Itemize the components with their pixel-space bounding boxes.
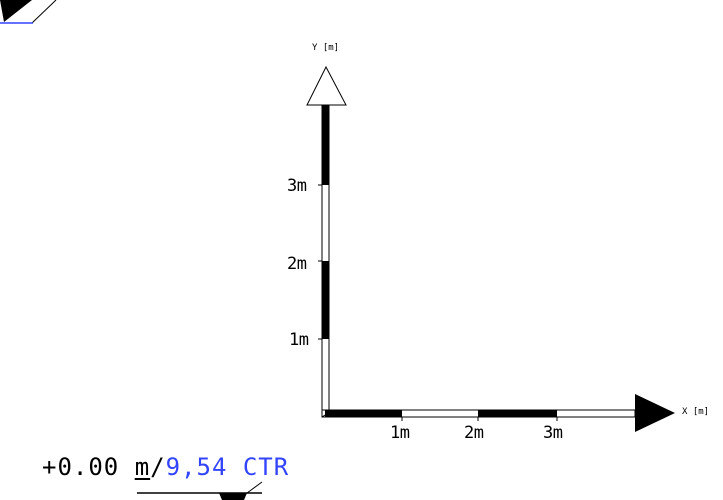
y-tick-label: 2m <box>287 254 307 274</box>
x-tick-label: 1m <box>390 423 410 443</box>
y-axis-segment <box>322 261 329 339</box>
y-axis-segment <box>322 105 329 185</box>
x-arrow-icon <box>635 394 675 432</box>
x-tick-label: 2m <box>464 423 484 443</box>
x-axis-title: X [m] <box>682 407 710 417</box>
elevation-marker-icon <box>137 481 263 500</box>
section-marker-icon <box>0 0 57 24</box>
x-axis-segment <box>478 410 557 417</box>
y-tick-label: 1m <box>289 330 309 350</box>
elevation-separator: / <box>150 453 166 481</box>
elevation-reference-label: CTR <box>242 453 290 481</box>
y-arrow-icon <box>306 65 347 106</box>
y-tick-label: 3m <box>287 176 307 196</box>
x-axis-segment <box>325 410 402 417</box>
x-tick-label: 3m <box>543 423 563 443</box>
elevation-reference-value: 9,54 <box>165 453 228 481</box>
y-axis-title: Y [m] <box>312 43 340 53</box>
elevation-unit: m <box>134 453 151 481</box>
elevation-annotation: +0.00 m/9,54 CTR <box>42 455 289 479</box>
elevation-value: +0.00 <box>42 453 120 481</box>
